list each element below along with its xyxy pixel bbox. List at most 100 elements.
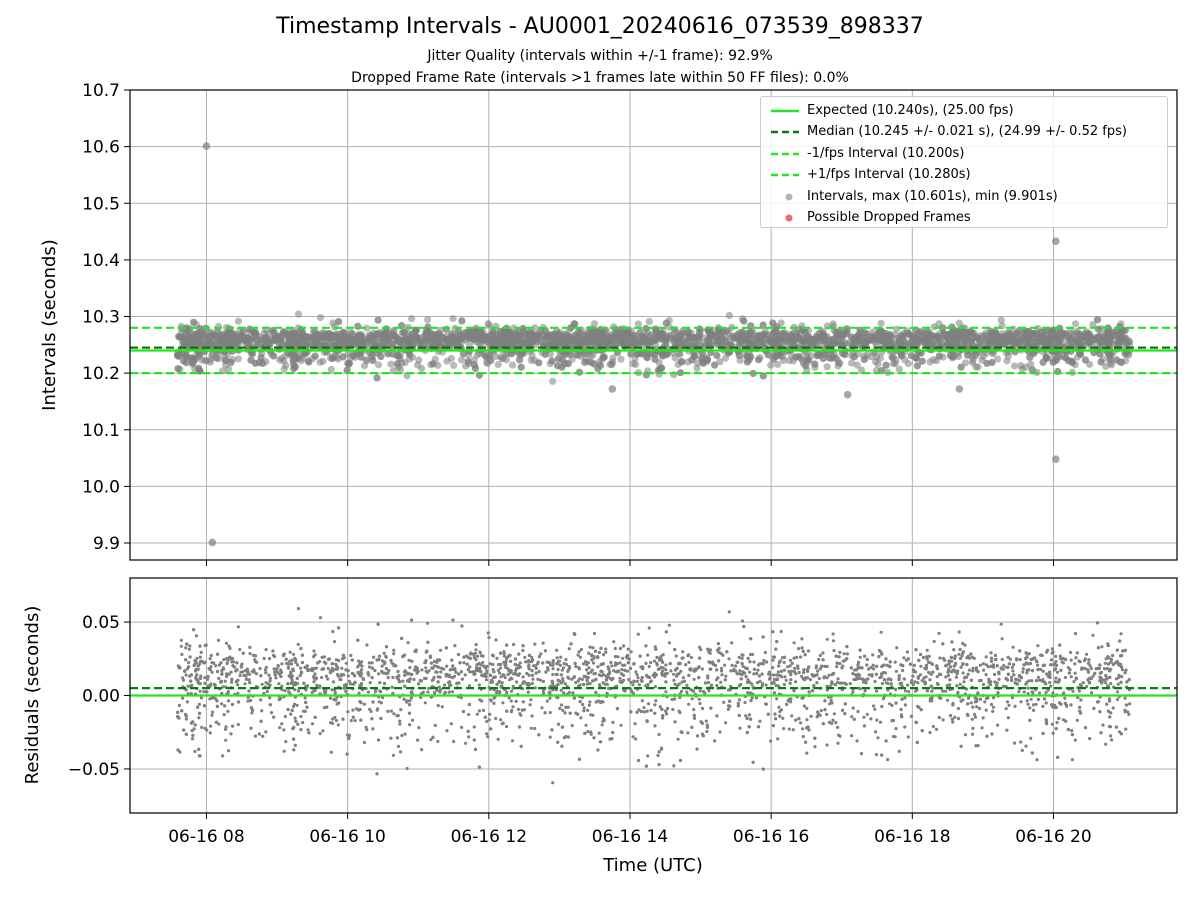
residual-point <box>326 666 330 671</box>
residual-point <box>504 724 509 729</box>
interval-point <box>174 352 182 360</box>
interval-point <box>554 362 562 370</box>
residual-point <box>597 731 601 735</box>
interval-point <box>1013 330 1021 338</box>
interval-point <box>528 351 536 360</box>
residual-point <box>377 700 381 704</box>
interval-point <box>487 356 495 365</box>
residual-point <box>475 654 480 658</box>
residual-point <box>1073 671 1077 675</box>
residual-point <box>657 763 661 767</box>
interval-point <box>505 334 513 342</box>
interval-point <box>1028 338 1036 346</box>
residual-point <box>349 653 353 658</box>
interval-point <box>1087 337 1095 345</box>
interval-point <box>303 340 312 348</box>
residual-point <box>825 637 829 641</box>
residual-point <box>646 653 650 657</box>
residual-point <box>792 641 796 645</box>
residual-point <box>584 723 588 727</box>
residual-point <box>647 626 651 630</box>
interval-point <box>357 335 365 343</box>
interval-point <box>549 339 557 347</box>
residual-point <box>478 651 482 655</box>
residual-point <box>405 766 409 771</box>
interval-point <box>639 333 647 341</box>
residual-point <box>1074 656 1078 660</box>
interval-point <box>482 336 490 344</box>
residual-point <box>551 781 555 785</box>
residual-point <box>649 661 653 665</box>
residual-point <box>1116 682 1120 686</box>
interval-point <box>394 351 402 359</box>
residual-point <box>180 652 184 657</box>
residual-point <box>222 713 226 717</box>
interval-point <box>860 355 869 363</box>
interval-point <box>1117 358 1125 366</box>
residual-point <box>1063 696 1067 700</box>
interval-point <box>841 351 849 359</box>
interval-point <box>581 358 589 366</box>
interval-point <box>542 335 550 343</box>
interval-point <box>393 360 401 368</box>
interval-point <box>1008 338 1016 346</box>
residual-point <box>757 674 762 678</box>
residual-point <box>642 710 647 714</box>
residual-point <box>747 713 752 717</box>
residual-point <box>1069 675 1073 679</box>
interval-outlier-point <box>955 385 964 393</box>
residual-point <box>587 651 591 655</box>
interval-point <box>792 353 800 361</box>
residual-point <box>886 758 890 762</box>
interval-point <box>1042 353 1050 361</box>
residual-point <box>704 719 708 723</box>
residual-point <box>184 646 188 650</box>
residual-point <box>539 652 543 656</box>
residual-point <box>479 654 483 658</box>
interval-point <box>294 310 303 318</box>
residual-point <box>399 708 403 712</box>
interval-point <box>662 319 670 327</box>
interval-point <box>206 358 214 366</box>
residual-point <box>958 682 962 686</box>
interval-point <box>861 328 869 337</box>
interval-point <box>755 356 763 364</box>
interval-point <box>457 334 465 343</box>
residual-point <box>382 651 386 655</box>
interval-point <box>400 328 409 336</box>
residual-point <box>486 735 490 739</box>
interval-point <box>804 337 812 345</box>
residual-point <box>209 653 213 658</box>
residual-point <box>1075 651 1079 655</box>
residual-point <box>782 727 786 731</box>
residual-point <box>965 712 970 717</box>
residual-point <box>533 726 537 731</box>
interval-point <box>588 330 596 338</box>
residual-point <box>197 702 201 706</box>
residual-point <box>771 673 776 677</box>
interval-point <box>394 334 402 342</box>
interval-point <box>770 339 778 347</box>
residual-point <box>528 703 532 707</box>
residual-point <box>501 721 505 725</box>
interval-point <box>877 336 886 344</box>
residual-point <box>873 707 877 711</box>
interval-point <box>754 332 763 340</box>
residual-point <box>494 716 498 721</box>
residual-point <box>582 709 586 713</box>
residual-point <box>427 686 431 690</box>
interval-point <box>943 340 952 348</box>
interval-point <box>454 328 463 336</box>
interval-outlier-point <box>843 390 852 399</box>
residual-point <box>288 650 292 654</box>
residual-point <box>1019 700 1023 704</box>
interval-point <box>1010 362 1019 370</box>
interval-point <box>961 337 970 345</box>
interval-point <box>565 332 573 341</box>
interval-point <box>1123 338 1131 346</box>
interval-point <box>995 335 1003 343</box>
residual-point <box>703 681 708 685</box>
residual-point <box>897 749 901 754</box>
interval-point <box>373 374 381 382</box>
residual-point <box>653 685 658 689</box>
